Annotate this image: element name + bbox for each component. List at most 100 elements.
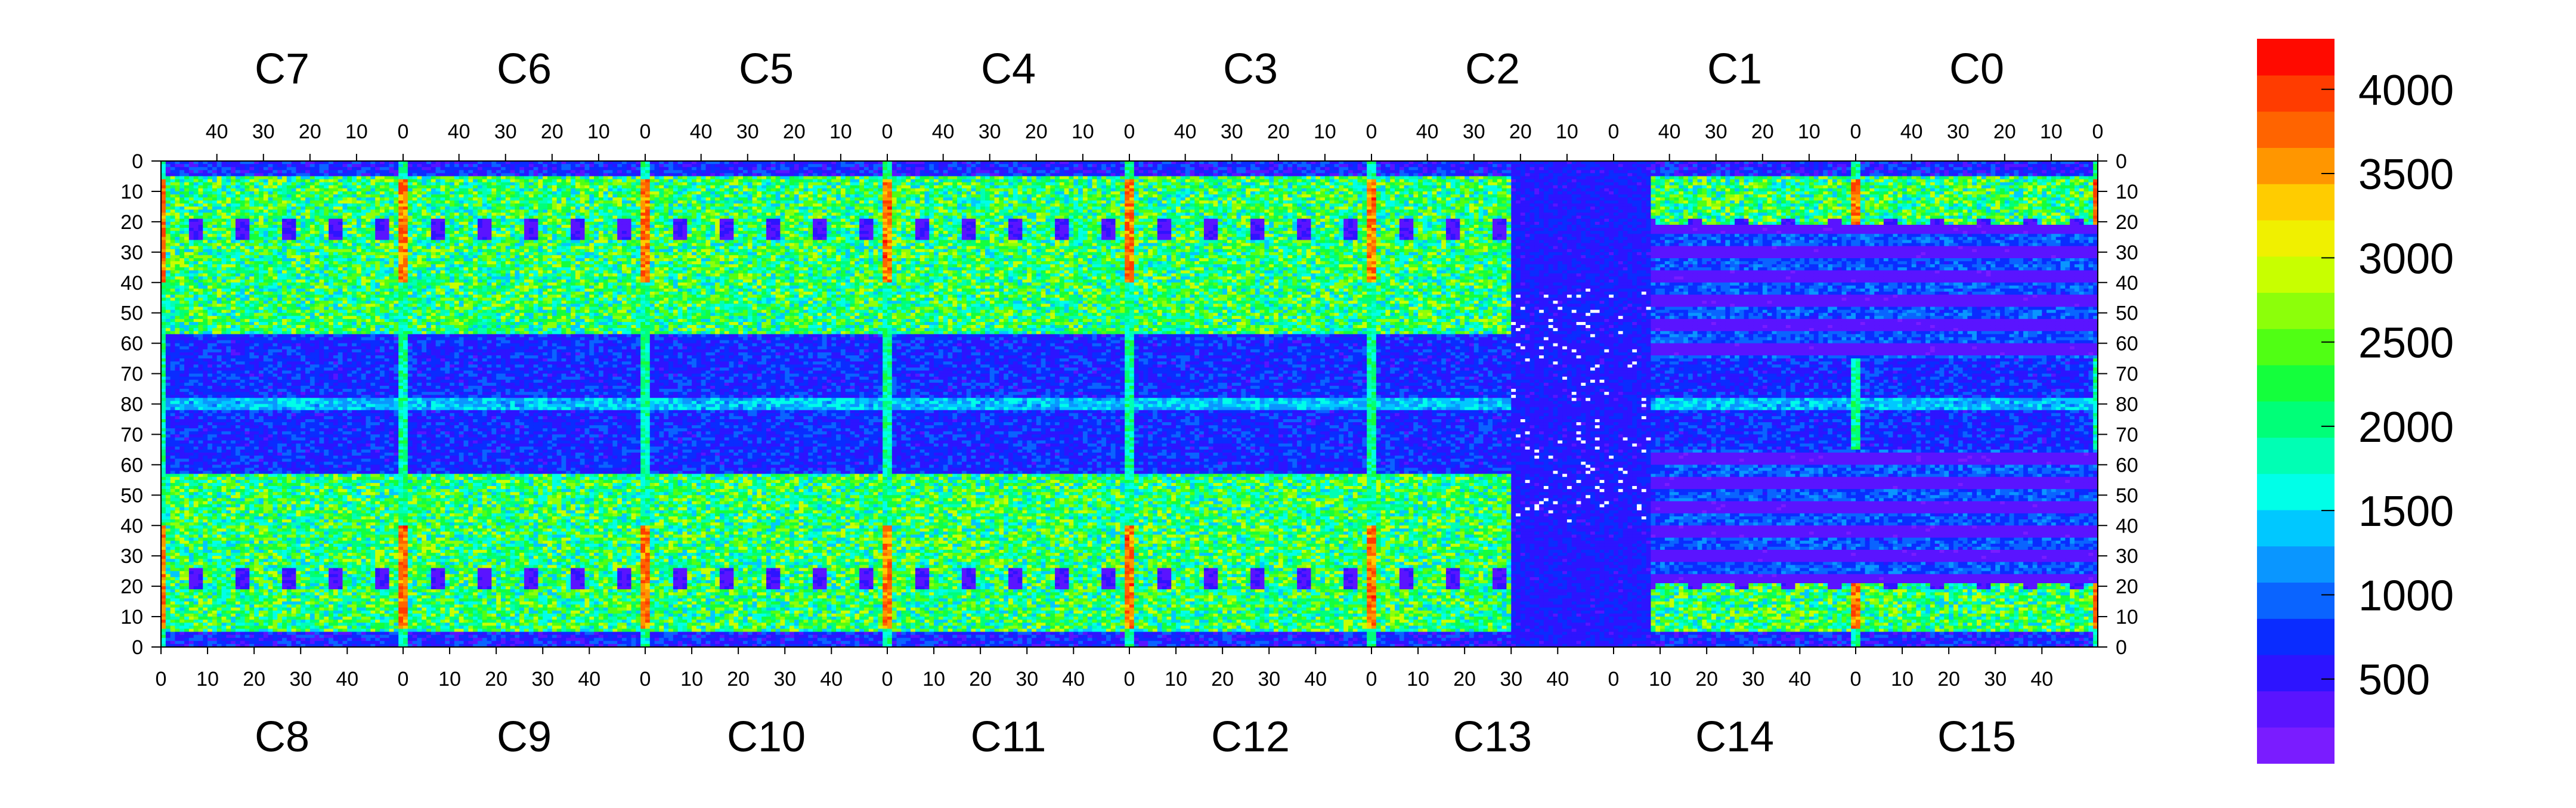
heatmap-row: [161, 261, 2098, 265]
right-tick-label: 50: [2116, 484, 2138, 507]
right-tick-label: 70: [2116, 423, 2138, 446]
heatmap-row: [161, 197, 2098, 201]
top-chip-label: C1: [1707, 45, 1762, 93]
top-tick-label: 40: [1416, 120, 1439, 143]
bottom-tick-label: 10: [680, 668, 703, 691]
colorbar-segment: [2257, 112, 2334, 148]
bottom-tick-label: 30: [773, 668, 796, 691]
heatmap-row: [161, 447, 2098, 450]
heatmap-row: [161, 413, 2098, 417]
heatmap-row: [161, 325, 2098, 329]
top-tick-label: 30: [252, 120, 275, 143]
heatmap-row: [161, 273, 2098, 277]
heatmap-row: [161, 222, 2098, 225]
heatmap-row: [161, 574, 2098, 578]
top-tick-label: 20: [783, 120, 806, 143]
heatmap-row: [161, 623, 2098, 626]
bottom-tick-label: 30: [1742, 668, 1764, 691]
heatmap-row: [161, 611, 2098, 614]
heatmap-row: [161, 249, 2098, 253]
heatmap-row: [161, 337, 2098, 340]
top-tick-label: 30: [736, 120, 759, 143]
bottom-chip-label: C15: [1937, 713, 2016, 761]
heatmap-row: [161, 179, 2098, 183]
colorbar-tick-label: 3000: [2358, 235, 2454, 283]
heatmap-row: [161, 252, 2098, 256]
heatmap-row: [161, 441, 2098, 444]
heatmap-row: [161, 377, 2098, 380]
heatmap-row: [161, 629, 2098, 632]
heatmap-row: [161, 304, 2098, 307]
top-tick-label: 40: [690, 120, 713, 143]
heatmap-row: [161, 277, 2098, 280]
bottom-tick-label: 20: [243, 668, 265, 691]
heatmap-row: [161, 361, 2098, 365]
colorbar-tick-label: 2500: [2358, 320, 2454, 367]
heatmap-row: [161, 434, 2098, 438]
heatmap-row: [161, 565, 2098, 568]
left-tick-label: 40: [120, 272, 143, 295]
heatmap-row: [161, 213, 2098, 216]
right-tick-label: 80: [2116, 394, 2138, 416]
top-tick-label: 10: [1556, 120, 1578, 143]
top-tick-label: 0: [882, 120, 893, 143]
bottom-tick-label: 10: [1891, 668, 1914, 691]
heatmap-row: [161, 200, 2098, 204]
top-tick-label: 20: [541, 120, 564, 143]
heatmap-row: [161, 583, 2098, 587]
right-tick-label: 10: [2116, 181, 2138, 203]
left-tick-label: 10: [120, 181, 143, 203]
top-chip-label: C6: [497, 45, 552, 93]
left-tick-label: 30: [120, 242, 143, 264]
top-chip-label: C0: [1949, 45, 2004, 93]
heatmap-row: [161, 635, 2098, 639]
right-tick-label: 20: [2116, 575, 2138, 598]
bottom-chip-label: C13: [1453, 713, 1532, 761]
bottom-chip-label: C14: [1695, 713, 1774, 761]
heatmap-row: [161, 367, 2098, 371]
bottom-tick-label: 10: [438, 668, 461, 691]
colorbar-segment: [2257, 184, 2334, 221]
heatmap-row: [161, 638, 2098, 642]
bottom-tick-label: 40: [2030, 668, 2053, 691]
bottom-tick-label: 40: [336, 668, 358, 691]
left-tick-label: 40: [120, 515, 143, 537]
heatmap-row: [161, 255, 2098, 259]
heatmap-row: [161, 568, 2098, 572]
heatmap-row: [161, 592, 2098, 596]
left-tick-label: 50: [120, 484, 143, 507]
right-tick-label: 10: [2116, 606, 2138, 629]
top-tick-label: 40: [448, 120, 470, 143]
colorbar-tick-label: 4000: [2358, 67, 2454, 114]
heatmap-row: [161, 298, 2098, 301]
heatmap-row: [161, 444, 2098, 447]
colorbar-segment: [2257, 292, 2334, 329]
top-tick-label: 30: [1463, 120, 1485, 143]
heatmap-row: [161, 465, 2098, 468]
heatmap-row: [161, 620, 2098, 623]
left-tick-label: 50: [120, 302, 143, 325]
heatmap-row: [161, 486, 2098, 490]
bottom-tick-label: 40: [820, 668, 843, 691]
right-tick-label: 60: [2116, 333, 2138, 355]
bottom-tick-label: 20: [969, 668, 992, 691]
colorbar-tick-label: 500: [2358, 657, 2430, 704]
bottom-tick-label: 0: [882, 668, 893, 691]
heatmap-row: [161, 580, 2098, 584]
heatmap-row: [161, 431, 2098, 435]
heatmap-row: [161, 386, 2098, 389]
heatmap-row: [161, 243, 2098, 247]
heatmap-row: [161, 264, 2098, 268]
heatmap-row: [161, 531, 2098, 535]
heatmap-row: [161, 194, 2098, 198]
top-tick-label: 10: [2040, 120, 2063, 143]
heatmap-row: [161, 246, 2098, 250]
bottom-tick-label: 40: [1546, 668, 1569, 691]
heatmap-row: [161, 289, 2098, 292]
bottom-tick-label: 20: [1937, 668, 1960, 691]
heatmap-row: [161, 419, 2098, 423]
